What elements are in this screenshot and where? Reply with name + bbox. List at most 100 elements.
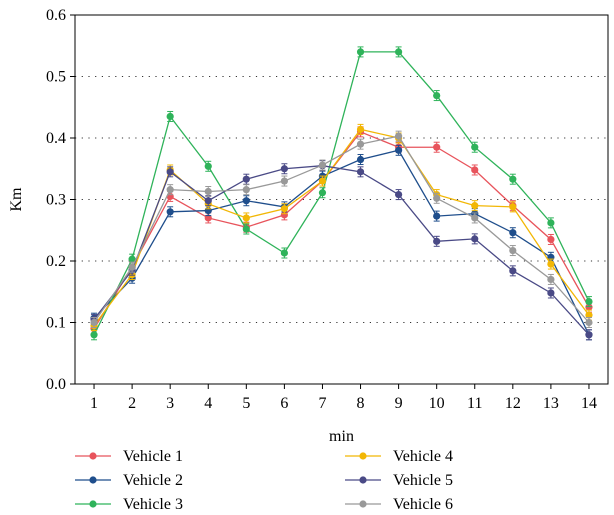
data-point (166, 208, 174, 216)
legend: Vehicle 1 Vehicle 2 Vehicle 3 Vehicle 4 Vehi… (75, 448, 453, 513)
x-tick-label: 2 (128, 395, 136, 412)
data-point (585, 318, 593, 327)
data-point (395, 132, 403, 140)
data-point (204, 214, 212, 222)
x-axis-title: min (329, 428, 354, 445)
grid-lines (75, 76, 608, 323)
x-tick-label: 10 (429, 395, 445, 412)
data-point (280, 205, 288, 213)
data-point (509, 246, 517, 255)
data-point (395, 190, 403, 199)
series-3 (90, 46, 593, 341)
series-6 (90, 130, 593, 328)
data-point (395, 48, 403, 56)
data-point (585, 331, 593, 339)
legend-label: Vehicle 3 (123, 496, 183, 513)
data-point (471, 166, 479, 174)
data-point (547, 275, 555, 284)
x-tick-label: 7 (318, 395, 326, 412)
plot-frame (74, 14, 609, 385)
data-point (471, 214, 479, 222)
legend-marker (89, 476, 97, 484)
data-point (204, 187, 212, 196)
legend-marker (359, 452, 367, 460)
data-point (547, 219, 555, 227)
x-tick-label: 12 (505, 395, 521, 412)
y-tick-label: 0.0 (46, 376, 66, 393)
data-point (166, 168, 174, 176)
data-point (547, 289, 555, 297)
legend-marker (359, 500, 367, 508)
legend-label: Vehicle 5 (393, 472, 453, 489)
legend-item: Vehicle 4 (345, 448, 453, 465)
data-point (509, 175, 517, 183)
x-tick-label: 14 (581, 395, 597, 412)
data-point (356, 140, 365, 148)
y-axis-title: Km (8, 187, 25, 212)
data-point (204, 197, 212, 205)
data-point (242, 175, 250, 183)
x-axis-ticks: 1 2 3 4 5 6 7 8 9 10 11 12 13 14 (90, 384, 597, 412)
data-point (433, 194, 441, 202)
series-line (93, 135, 590, 323)
data-point (509, 229, 517, 237)
legend-item: Vehicle 2 (75, 472, 183, 489)
data-point (433, 143, 441, 151)
data-point (280, 165, 288, 173)
data-point (471, 235, 479, 243)
data-point (585, 311, 593, 319)
data-point (509, 267, 517, 275)
legend-label: Vehicle 1 (123, 448, 183, 465)
data-point (318, 177, 327, 185)
data-point (242, 214, 250, 222)
data-point (356, 155, 365, 164)
legend-label: Vehicle 2 (123, 472, 183, 489)
data-point (280, 177, 288, 185)
data-point (90, 318, 98, 327)
data-point (471, 202, 479, 210)
x-tick-label: 8 (357, 395, 365, 412)
series-line (93, 51, 590, 336)
legend-label: Vehicle 4 (393, 448, 453, 465)
data-point (204, 162, 212, 170)
data-point (547, 260, 555, 268)
data-point (242, 225, 250, 233)
data-point (280, 249, 288, 257)
data-point (585, 297, 593, 306)
x-tick-label: 4 (204, 395, 212, 412)
x-tick-label: 1 (90, 395, 98, 412)
data-point (280, 211, 288, 219)
data-point (433, 237, 441, 245)
data-point (242, 197, 250, 205)
data-point (356, 125, 365, 133)
x-tick-label: 5 (242, 395, 250, 412)
data-point (318, 161, 327, 169)
y-tick-label: 0.3 (46, 192, 66, 209)
data-point (433, 91, 441, 100)
legend-label: Vehicle 6 (393, 496, 453, 513)
data-point (433, 212, 441, 220)
series-line (93, 165, 590, 336)
data-point (166, 112, 174, 121)
x-tick-label: 11 (467, 395, 482, 412)
series-line (93, 149, 590, 336)
series-1 (90, 126, 593, 335)
data-point (395, 146, 403, 154)
data-point (128, 255, 136, 263)
data-point (318, 189, 327, 197)
x-tick-label: 6 (280, 395, 288, 412)
legend-item: Vehicle 1 (75, 448, 183, 465)
data-point (242, 186, 250, 194)
y-tick-label: 0.2 (46, 253, 66, 270)
y-axis-ticks: 0.0 0.1 0.2 0.3 0.4 0.5 0.6 (46, 7, 75, 393)
y-tick-label: 0.4 (46, 130, 66, 147)
series-group (90, 46, 593, 341)
data-point (166, 186, 174, 194)
axes (74, 14, 609, 385)
y-tick-label: 0.6 (46, 7, 66, 24)
data-point (585, 303, 593, 311)
legend-marker (359, 476, 367, 484)
legend-marker (89, 500, 97, 508)
data-point (128, 263, 136, 271)
